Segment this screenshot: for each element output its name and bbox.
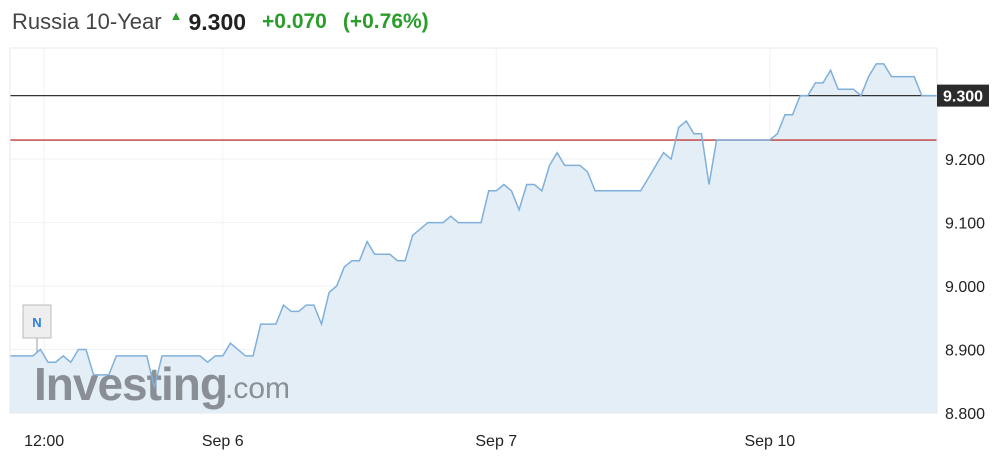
last-price: 9.300	[188, 8, 247, 35]
watermark-logo: Investing .com	[34, 358, 290, 410]
news-marker[interactable]: N	[22, 304, 52, 352]
current-price-badge-bg	[937, 84, 989, 107]
instrument-title: Russia 10-Year	[12, 9, 162, 34]
y-tick-label: 9.000	[945, 279, 985, 296]
plot-border	[9, 47, 938, 414]
news-marker-label: N	[32, 315, 41, 330]
x-tick-label: Sep 6	[202, 433, 244, 450]
chart-header: Russia 10-Year ▲ 9.300 +0.070 (+0.76%)	[12, 6, 429, 38]
current-price-badge-label: 9.300	[943, 89, 983, 106]
up-arrow-icon: ▲	[169, 7, 183, 23]
x-tick-label: 12:00	[24, 433, 64, 450]
price-change: +0.070	[262, 10, 327, 33]
area-fill	[10, 63, 937, 414]
y-tick-label: 9.200	[945, 152, 985, 169]
x-tick-label: Sep 7	[475, 433, 517, 450]
price-change-percent: (+0.76%)	[342, 10, 429, 33]
y-tick-label: 8.900	[945, 343, 985, 360]
y-tick-label: 9.100	[945, 216, 985, 233]
y-tick-label: 8.800	[945, 406, 985, 423]
series-line	[10, 63, 937, 388]
x-tick-label: Sep 10	[744, 433, 795, 450]
current-price-badge: 9.300	[937, 84, 989, 107]
svg-text:.com: .com	[225, 372, 290, 405]
svg-text:Investing: Investing	[34, 358, 227, 410]
